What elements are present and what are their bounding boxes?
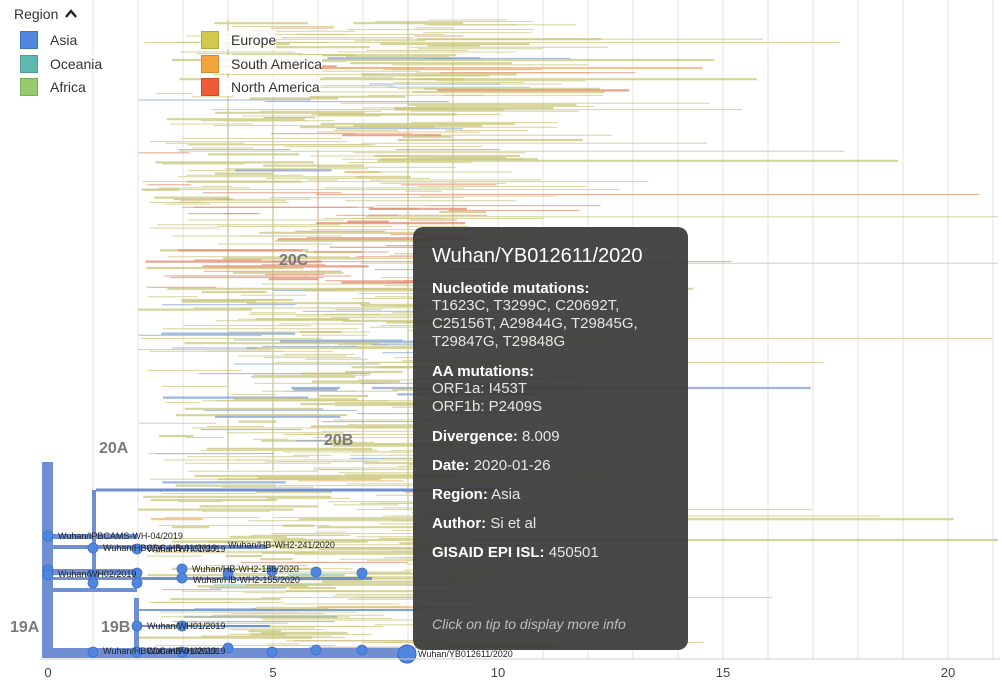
tip-node [131,620,143,632]
legend-item-europe[interactable]: Europe [201,31,277,49]
legend-item-asia[interactable]: Asia [20,31,78,49]
root-branch [42,534,137,539]
x-tick-label: 5 [269,665,276,680]
tip-node [131,577,143,589]
date-label: Date: [432,457,470,474]
tooltip-hint: Click on tip to display more info [432,616,626,632]
legend-label: South America [231,56,323,72]
legend-label: North America [231,79,320,95]
legend-title-text: Region [14,6,59,22]
legend-label: Asia [50,32,78,48]
tip-node [222,567,234,579]
tip-label: Wuhan/IPBCAMS-WH-04/2019 [58,531,183,541]
tip-node [356,567,368,579]
nuc-mutations-label: Nucleotide mutations: [432,280,590,297]
legend-item-south-america[interactable]: South America [201,55,323,73]
europe-swatch [201,31,219,49]
aa-mutation-line: ORF1a: I453T [432,380,528,397]
region-label: Region: [432,486,488,503]
x-tick-label: 0 [44,665,51,680]
tip-label: Wuhan/HB-WH2-156/2020 [192,564,299,574]
tooltip-title: Wuhan/YB012611/2020 [432,245,643,267]
legend-item-africa[interactable]: Africa [20,78,86,96]
legend-item-north-america[interactable]: North America [201,78,320,96]
tip-node [131,543,143,555]
tip-node [176,646,188,658]
tip-node [222,642,234,654]
clade-label-19a: 19A [10,619,40,636]
gisaid-value: 450501 [548,544,599,561]
legend-toggle[interactable]: Region [14,6,78,22]
divergence-value: 8.009 [522,428,560,445]
oceania-swatch [20,55,38,73]
x-tick-label: 15 [716,665,730,680]
tip-node [266,646,278,658]
legend-label: Oceania [50,56,103,72]
divergence-label: Divergence: [432,428,518,445]
north-america-swatch [201,78,219,96]
tip-tooltip: Wuhan/YB012611/2020 Nucleotide mutations… [413,227,688,650]
x-tick-label: 20 [941,665,955,680]
author-value: Si et al [490,515,537,532]
gisaid-label: GISAID EPI ISL: [432,544,545,561]
tip-node [176,572,188,584]
aa-mutation-line: ORF1b: P2409S [432,398,543,415]
chevron-up-icon [65,9,78,18]
asia-swatch [20,31,38,49]
tip-node [87,646,99,658]
tip-label: Wuhan/HBCDC-HB-01/2019 [103,646,217,656]
tip-node [176,563,188,575]
clade-label-20b: 20B [324,432,354,449]
root-branch [42,577,372,580]
root-branch [92,490,96,590]
tip-node [266,565,278,577]
tip-node [176,620,188,632]
root-branch [42,588,137,592]
legend-item-oceania[interactable]: Oceania [20,55,103,73]
tip-label: Wuhan/WH02/2019 [147,646,225,656]
root-branch [42,462,53,658]
nuc-mutations-value: T1623C, T3299C, C20692T, C25156T, A29844… [432,297,638,350]
author-label: Author: [432,515,487,532]
clade-label-20a: 20A [99,440,129,457]
tip-label: Wuhan/HB-WH2-155/2020 [193,575,300,585]
tip-node [310,644,322,656]
tip-label: Wuhan/HBCDC-HB-01/2019 [103,543,217,553]
tip-node [131,646,143,658]
tip-node [87,542,99,554]
tip-label: Wuhan/WH01/2019 [147,621,225,631]
south-america-swatch [201,55,219,73]
clade-label-19b: 19B [101,619,131,636]
tip-node [310,566,322,578]
clade-label-20c: 20C [279,252,309,269]
tip-node [42,569,54,581]
x-tick-label: 10 [491,665,505,680]
aa-mutations-label: AA mutations: [432,363,534,380]
tip-node [356,644,368,656]
africa-swatch [20,78,38,96]
legend-label: Africa [50,79,86,95]
legend-label: Europe [231,32,277,48]
tip-label: Wuhan/HB-WH2-241/2020 [228,540,335,550]
tip-label: Wuhan/WH01/2019 [147,544,225,554]
tip-label: Wuhan/WH02/2019 [58,569,136,579]
selected-tip-label: Wuhan/YB012611/2020 [418,649,513,659]
root-branch [42,545,267,549]
date-value: 2020-01-26 [473,457,551,474]
selected-tip-node[interactable] [397,644,417,664]
region-value: Asia [491,486,521,503]
tip-node [42,530,54,542]
tip-node [87,577,99,589]
